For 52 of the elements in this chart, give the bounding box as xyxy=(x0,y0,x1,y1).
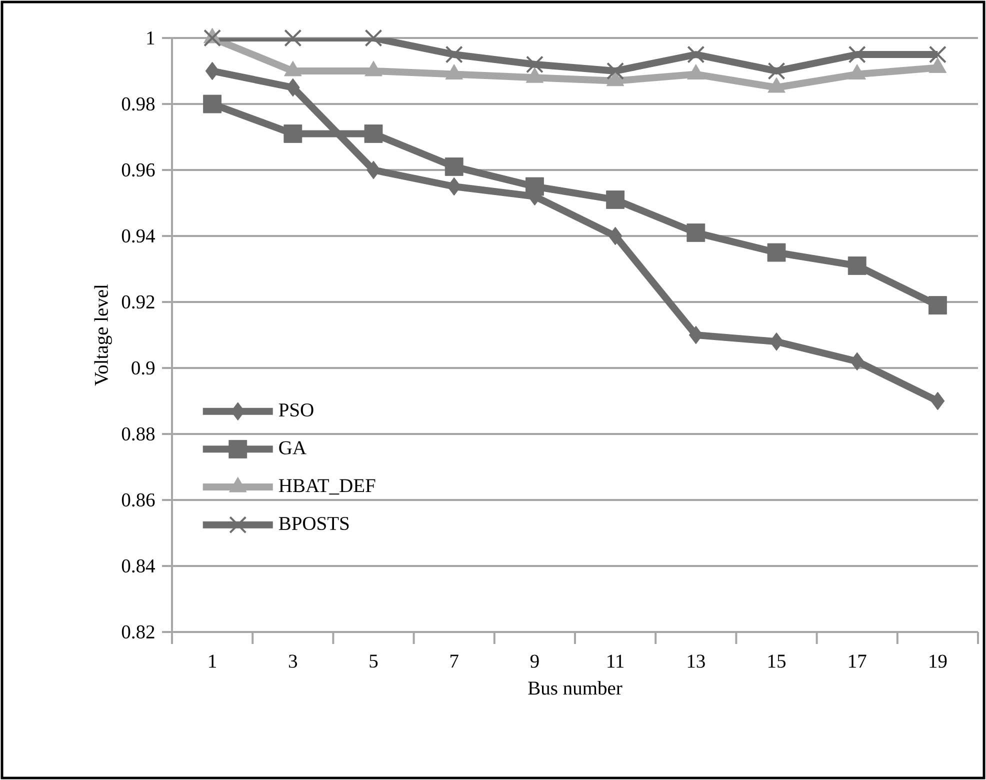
point xyxy=(205,62,220,80)
x-tick-label: 1 xyxy=(209,654,216,668)
point xyxy=(284,124,302,143)
x-tick-label: 7 xyxy=(450,654,458,668)
x-tick-label: 19 xyxy=(930,654,947,668)
y-tick-label: 0.94 xyxy=(122,229,156,243)
y-axis-title: Voltage level xyxy=(94,284,112,386)
x-tick-label: 17 xyxy=(849,654,866,668)
legend-label: PSO xyxy=(278,403,314,417)
y-tick-label: 0.84 xyxy=(122,559,156,573)
x-tick-label: 9 xyxy=(530,654,539,668)
point xyxy=(525,177,544,196)
y-tick-label: 0.96 xyxy=(122,163,155,177)
y-tick-label: 0.98 xyxy=(122,97,155,111)
point xyxy=(606,62,624,80)
point xyxy=(286,78,300,97)
x-tick-label: 3 xyxy=(288,654,298,668)
x-tick-label: 13 xyxy=(688,654,705,668)
point xyxy=(444,157,464,176)
y-tick-label: 0.82 xyxy=(122,625,154,639)
point xyxy=(364,29,382,47)
x-axis-title: Bus number xyxy=(528,680,622,695)
point xyxy=(930,392,945,410)
point xyxy=(608,226,622,246)
y-tick-label: 0.88 xyxy=(122,427,155,441)
y-tick-label: 0.9 xyxy=(132,361,155,375)
point xyxy=(606,190,625,209)
point xyxy=(770,332,784,351)
point xyxy=(364,124,383,143)
point xyxy=(445,46,463,64)
legend-label: BPOSTS xyxy=(278,516,349,530)
point xyxy=(366,160,380,180)
y-tick-label: 0.86 xyxy=(122,493,155,507)
legend-label: HBAT_DEF xyxy=(278,479,376,495)
point xyxy=(284,29,302,47)
point xyxy=(686,223,706,242)
point xyxy=(928,46,946,64)
point xyxy=(928,296,947,315)
x-tick-label: 5 xyxy=(370,654,378,668)
point xyxy=(768,62,786,80)
point xyxy=(850,352,864,371)
point xyxy=(204,29,222,47)
x-tick-label: 15 xyxy=(768,654,786,668)
legend-label: GA xyxy=(279,441,306,454)
point xyxy=(203,94,222,114)
x-tick-label: 11 xyxy=(608,654,624,668)
point xyxy=(848,256,866,275)
y-tick-label: 0.92 xyxy=(122,295,154,309)
y-tick-label: 1 xyxy=(147,32,154,44)
point xyxy=(767,243,786,262)
point xyxy=(526,56,544,74)
point xyxy=(687,46,705,64)
